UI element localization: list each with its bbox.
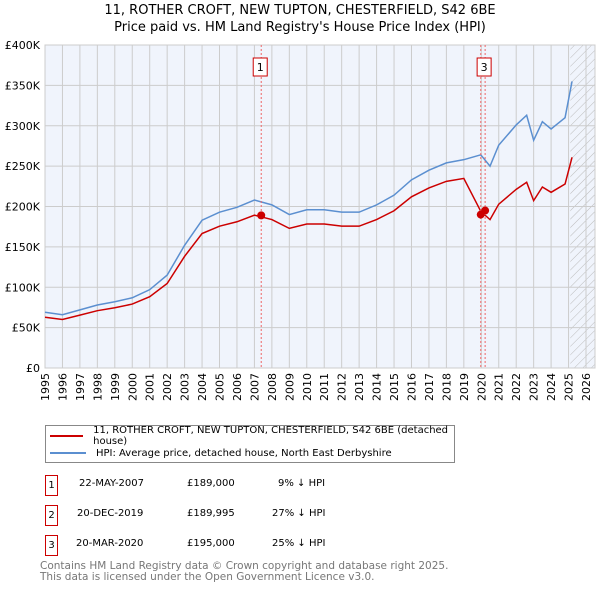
- x-tick-label: 2008: [266, 373, 279, 401]
- x-tick-label: 2018: [440, 373, 453, 401]
- property-line: [44, 157, 573, 321]
- x-tick-label: 2002: [161, 373, 174, 401]
- legend-property-label: 11, ROTHER CROFT, NEW TUPTON, CHESTERFIE…: [93, 425, 449, 447]
- y-tick-label: £200K: [5, 201, 41, 214]
- chart-subtitle: Price paid vs. HM Land Registry's House …: [114, 20, 486, 35]
- x-tick-label: 1996: [56, 373, 69, 401]
- x-tick-label: 2000: [126, 373, 139, 401]
- x-tick-label: 2004: [196, 373, 209, 401]
- x-tick-label: 2026: [580, 373, 593, 401]
- y-tick-label: £250K: [5, 160, 41, 173]
- sale-price: £189,995: [187, 508, 235, 519]
- x-tick-label: 2017: [423, 373, 436, 401]
- x-tick-label: 2010: [301, 373, 314, 401]
- legend-property: 11, ROTHER CROFT, NEW TUPTON, CHESTERFIE…: [50, 425, 454, 447]
- y-tick-label: £300K: [5, 120, 41, 133]
- sale-marker: 1: [45, 475, 58, 496]
- x-tick-label: 2013: [353, 373, 366, 401]
- legend-hpi-label: HPI: Average price, detached house, Nort…: [96, 447, 392, 459]
- x-tick-label: 2005: [214, 373, 227, 401]
- price-chart: £0 £50K £100K £150K £200K £250K £300K £350K £400…: [5, 39, 596, 401]
- x-tick-label: 2021: [493, 373, 506, 401]
- hpi-line: [44, 81, 573, 316]
- x-tick-label: 1997: [74, 373, 87, 401]
- sale-label-box: [252, 57, 268, 77]
- sale-marker: 2: [45, 505, 58, 526]
- x-tick-label: 2024: [545, 373, 558, 401]
- x-tick-label: 2009: [283, 373, 296, 401]
- x-tick-label: 2001: [144, 373, 157, 401]
- x-tick-label: 2003: [179, 373, 192, 401]
- footer-licence: This data is licensed under the Open Gov…: [40, 571, 375, 583]
- y-tick-label: £150K: [5, 241, 41, 254]
- x-tick-label: 2012: [336, 373, 349, 401]
- sale-hpi: 9% ↓ HPI: [278, 478, 326, 489]
- legend: 11, ROTHER CROFT, NEW TUPTON, CHESTERFIE…: [45, 425, 455, 463]
- x-tick-label: 2025: [563, 373, 576, 401]
- sale-marker: 3: [45, 535, 58, 556]
- sale-date: 20-DEC-2019: [77, 508, 144, 519]
- y-tick-label: £400K: [5, 39, 41, 52]
- sale-point: [257, 211, 266, 220]
- x-tick-label: 2006: [231, 373, 244, 401]
- sale-hpi: 25% ↓ HPI: [272, 538, 326, 549]
- x-tick-label: 2022: [510, 373, 523, 401]
- x-tick-label: 2014: [371, 373, 384, 401]
- y-tick-label: £50K: [12, 322, 41, 335]
- y-tick-label: £350K: [5, 79, 41, 92]
- x-tick-label: 2011: [318, 373, 331, 401]
- x-tick-label: 1999: [109, 373, 122, 401]
- x-tick-label: 2023: [528, 373, 541, 401]
- x-tick-label: 2016: [405, 373, 418, 401]
- sale-price: £195,000: [187, 538, 235, 549]
- footer-copyright: Contains HM Land Registry data © Crown c…: [40, 560, 449, 572]
- x-tick-label: 2019: [458, 373, 471, 401]
- x-tick-label: 2020: [475, 373, 488, 401]
- sale-label: 1: [257, 61, 264, 74]
- plot-border: [44, 44, 596, 369]
- x-tick-label: 2015: [388, 373, 401, 401]
- x-tick-label: 1995: [39, 373, 52, 401]
- legend-hpi: HPI: Average price, detached house, Nort…: [50, 445, 392, 461]
- y-tick-label: £0: [26, 362, 40, 375]
- sale-point: [481, 206, 490, 215]
- sale-label: 3: [481, 61, 488, 74]
- sale-hpi: 27% ↓ HPI: [272, 508, 326, 519]
- y-tick-label: £100K: [5, 281, 41, 294]
- sale-date: 20-MAR-2020: [76, 538, 144, 549]
- sale-label-box: [476, 57, 492, 77]
- x-tick-label: 1998: [91, 373, 104, 401]
- sale-date: 22-MAY-2007: [79, 478, 145, 489]
- footer: Contains HM Land Registry data © Crown c…: [40, 561, 448, 583]
- x-tick-label: 2007: [248, 373, 261, 401]
- sale-price: £189,000: [187, 478, 235, 489]
- chart-title: 11, ROTHER CROFT, NEW TUPTON, CHESTERFIE…: [104, 3, 496, 18]
